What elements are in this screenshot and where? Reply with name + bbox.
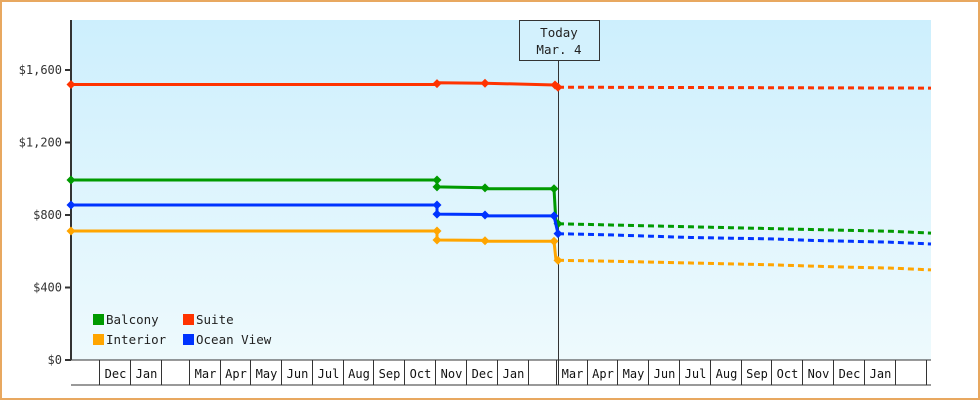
series-interior bbox=[66, 226, 932, 272]
x-month-label: Oct bbox=[410, 367, 432, 381]
x-month-label: May bbox=[623, 367, 645, 381]
data-point-marker[interactable] bbox=[549, 236, 559, 246]
series-suite bbox=[66, 78, 932, 92]
data-point-marker[interactable] bbox=[432, 200, 442, 210]
data-point-marker[interactable] bbox=[66, 80, 76, 89]
legend-label: Suite bbox=[196, 312, 234, 327]
x-month-label: Sep bbox=[746, 367, 768, 381]
data-point-marker[interactable] bbox=[432, 79, 442, 89]
series-lines bbox=[66, 78, 932, 272]
y-tick-label: $1,200 bbox=[19, 136, 62, 150]
data-point-marker[interactable] bbox=[432, 235, 442, 245]
legend-item-ocean-view[interactable]: Ocean View bbox=[183, 332, 272, 347]
data-point-marker[interactable] bbox=[480, 236, 490, 246]
data-point-marker[interactable] bbox=[432, 175, 442, 185]
data-point-marker[interactable] bbox=[432, 226, 442, 236]
data-point-marker[interactable] bbox=[480, 78, 490, 88]
legend-item-suite[interactable]: Suite bbox=[183, 312, 234, 327]
y-axis: $0 $400 $800 $1,200 $1,600 bbox=[19, 20, 72, 367]
legend: Balcony Suite Interior Ocean View bbox=[93, 312, 272, 347]
data-point-marker[interactable] bbox=[66, 200, 76, 210]
x-month-label: Sep bbox=[379, 367, 401, 381]
data-point-marker[interactable] bbox=[553, 255, 563, 265]
x-month-label: Dec bbox=[472, 367, 494, 381]
x-month-label: Apr bbox=[592, 367, 614, 381]
forecast-line bbox=[557, 232, 932, 246]
x-month-label: Jan bbox=[136, 367, 158, 381]
data-point-marker[interactable] bbox=[480, 183, 490, 193]
y-tick-label: $0 bbox=[48, 353, 62, 367]
legend-label: Ocean View bbox=[196, 332, 272, 347]
forecast-line bbox=[557, 85, 932, 90]
x-month-label: Dec bbox=[105, 367, 127, 381]
data-point-marker[interactable] bbox=[549, 211, 559, 221]
legend-label: Interior bbox=[106, 332, 167, 347]
x-axis: Dec Jan Mar Apr May Jun Jul Aug Sep Oct Nov Dec Jan M… bbox=[71, 359, 931, 386]
data-point-marker[interactable] bbox=[549, 184, 559, 194]
legend-swatch bbox=[93, 334, 104, 345]
data-point-marker[interactable] bbox=[432, 182, 442, 192]
today-date: Mar. 4 bbox=[536, 42, 581, 57]
legend-item-balcony[interactable]: Balcony bbox=[93, 312, 159, 327]
today-label: Today bbox=[540, 25, 578, 40]
x-month-label: Jun bbox=[287, 367, 309, 381]
data-point-marker[interactable] bbox=[432, 209, 442, 219]
today-callout bbox=[519, 20, 600, 61]
x-month-label: Jun bbox=[654, 367, 676, 381]
x-month-label: Oct bbox=[777, 367, 799, 381]
x-month-label: Nov bbox=[441, 367, 463, 381]
x-month-label: Jul bbox=[318, 367, 340, 381]
x-month-label: Nov bbox=[808, 367, 830, 381]
x-month-label: Apr bbox=[225, 367, 247, 381]
y-tick-label: $1,600 bbox=[19, 63, 62, 77]
x-month-label: Jan bbox=[870, 367, 892, 381]
legend-swatch bbox=[93, 314, 104, 325]
y-tick-label: $400 bbox=[33, 281, 62, 295]
data-point-marker[interactable] bbox=[66, 175, 76, 185]
forecast-line bbox=[557, 258, 932, 272]
legend-swatch bbox=[183, 334, 194, 345]
legend-label: Balcony bbox=[106, 312, 159, 327]
x-month-label: Jul bbox=[685, 367, 707, 381]
x-month-label: Mar bbox=[562, 367, 584, 381]
series-ocean-view bbox=[66, 200, 932, 246]
data-point-marker[interactable] bbox=[66, 226, 76, 236]
forecast-line bbox=[557, 222, 932, 235]
x-month-label: Aug bbox=[716, 367, 738, 381]
x-month-label: Mar bbox=[195, 367, 217, 381]
legend-item-interior[interactable]: Interior bbox=[93, 332, 167, 347]
legend-swatch bbox=[183, 314, 194, 325]
x-month-label: Jan bbox=[503, 367, 525, 381]
data-point-marker[interactable] bbox=[553, 82, 563, 92]
today-marker: Today Mar. 4 bbox=[519, 20, 600, 385]
x-month-label: Dec bbox=[839, 367, 861, 381]
data-point-marker[interactable] bbox=[553, 229, 563, 239]
y-tick-label: $800 bbox=[33, 208, 62, 222]
x-month-label: May bbox=[256, 367, 278, 381]
data-point-marker[interactable] bbox=[480, 210, 490, 220]
x-month-label: Aug bbox=[348, 367, 370, 381]
